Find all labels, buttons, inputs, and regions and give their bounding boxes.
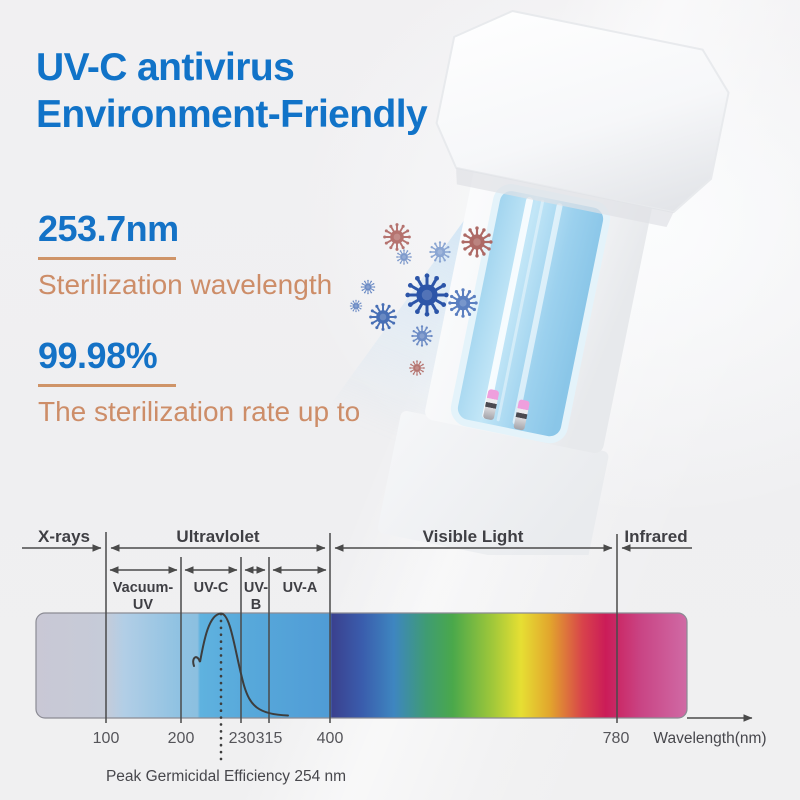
tick-100: 100 xyxy=(93,730,120,747)
spectrum-bar xyxy=(35,612,688,719)
tick-315: 315 xyxy=(256,730,283,747)
virus-icon xyxy=(395,248,413,266)
title-line-1: UV-C antivirus xyxy=(36,46,295,89)
virus-icon xyxy=(447,287,479,319)
sub-label-uva: UV-A xyxy=(283,580,318,596)
cap-rim-shadow xyxy=(456,167,674,228)
stat-rate-label: The sterilization rate up to xyxy=(38,396,361,427)
sub-label-vacuum-uv-2: UV xyxy=(133,597,153,613)
sub-label-uvb-2: B xyxy=(251,597,261,613)
stat-rate: 99.98% The sterilization rate up to xyxy=(38,335,360,428)
virus-icon xyxy=(428,240,452,264)
uv-tube-tip xyxy=(513,399,530,431)
axis-label-wavelength: Wavelength(nm) xyxy=(653,730,766,747)
tick-200: 200 xyxy=(168,730,195,747)
uv-lamp-device xyxy=(377,10,730,555)
virus-icon xyxy=(368,302,398,332)
band-label-visible: Visible Light xyxy=(423,527,524,546)
peak-efficiency-annotation: Peak Germicidal Efficiency 254 nm xyxy=(106,768,346,785)
virus-icon xyxy=(410,324,434,348)
band-label-xrays: X-rays xyxy=(38,527,90,546)
spectrum-diagram: X-rays Ultravlolet Visible Light Infrare… xyxy=(22,527,767,785)
virus-icon xyxy=(403,271,451,319)
stat-underline xyxy=(38,384,176,387)
virus-icon xyxy=(360,279,376,295)
sub-label-vacuum-uv-1: Vacuum- xyxy=(113,580,174,596)
stat-wavelength-value: 253.7nm xyxy=(38,208,179,249)
virus-icon xyxy=(460,225,494,259)
uv-tube-highlight xyxy=(482,197,534,419)
stat-wavelength-label: Sterilization wavelength xyxy=(38,269,333,300)
uv-tube-highlight xyxy=(512,203,563,425)
band-arrows xyxy=(22,544,753,722)
sub-label-uvc: UV-C xyxy=(194,580,229,596)
virus-icon xyxy=(382,222,412,252)
uv-tube-tip xyxy=(483,389,499,420)
title-line-2: Environment-Friendly xyxy=(36,93,428,136)
sub-label-uvb-1: UV- xyxy=(244,580,268,596)
virus-cluster xyxy=(349,222,494,377)
uv-tube-highlight xyxy=(496,199,545,422)
band-boundary-lines xyxy=(105,532,618,723)
band-label-infrared: Infrared xyxy=(624,527,687,546)
tick-230: 230 xyxy=(229,730,256,747)
tick-400: 400 xyxy=(317,730,344,747)
virus-icon xyxy=(408,359,426,377)
band-label-uv: Ultravlolet xyxy=(176,527,259,546)
page-title: UV-C antivirus Environment-Friendly xyxy=(36,44,428,138)
virus-icon xyxy=(349,299,363,313)
stat-rate-value: 99.98% xyxy=(38,335,158,376)
stat-wavelength: 253.7nm Sterilization wavelength xyxy=(38,208,332,301)
stat-underline xyxy=(38,257,176,260)
tick-780: 780 xyxy=(603,730,630,747)
device-lower-body xyxy=(377,410,609,555)
